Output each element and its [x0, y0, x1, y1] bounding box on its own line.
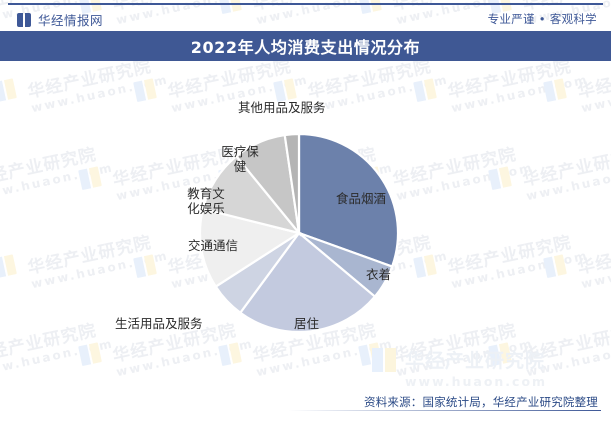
- book-logo-icon: [17, 12, 32, 27]
- pie-slice-label: 其他用品及服务: [238, 100, 326, 115]
- footer-divider: [288, 410, 601, 411]
- page-header: 华经情报网 专业严谨 • 客观科学: [0, 6, 611, 31]
- pie-slice-label: 生活用品及服务: [115, 316, 203, 331]
- pie-slice-label: 交通通信: [188, 238, 239, 253]
- pie-slice-label: 居住: [294, 316, 320, 331]
- pie-chart: 食品烟酒衣着居住 生活用品及服务 交通通信 教育文 化娱乐 医疗保 健 其他用品及服务: [0, 61, 611, 391]
- pie-slice[interactable]: [198, 207, 302, 289]
- chart-title-band: 2022年人均消费支出情况分布: [0, 31, 611, 61]
- header-slogan: 专业严谨 • 客观科学: [487, 12, 597, 26]
- watermark-url: www.huaon.com: [405, 374, 548, 389]
- brand: 华经情报网: [17, 10, 103, 29]
- pie-slice[interactable]: [238, 231, 377, 334]
- pie-slice-label: 食品烟酒: [336, 191, 387, 206]
- source-note: 资料来源：国家统计局，华经产业研究院整理: [364, 395, 598, 409]
- brand-name: 华经情报网: [38, 13, 104, 28]
- pie-slice-label: 衣着: [366, 267, 392, 282]
- top-accent-rule: [8, 3, 603, 5]
- pie-slice[interactable]: [283, 132, 301, 234]
- pie-slice-label: 医疗保 健: [221, 144, 259, 174]
- corner-watermark: 华经产业研究院 www.huaon.com: [372, 346, 547, 389]
- pie-slice-label: 教育文 化娱乐: [187, 186, 225, 216]
- page-title: 2022年人均消费支出情况分布: [190, 38, 421, 57]
